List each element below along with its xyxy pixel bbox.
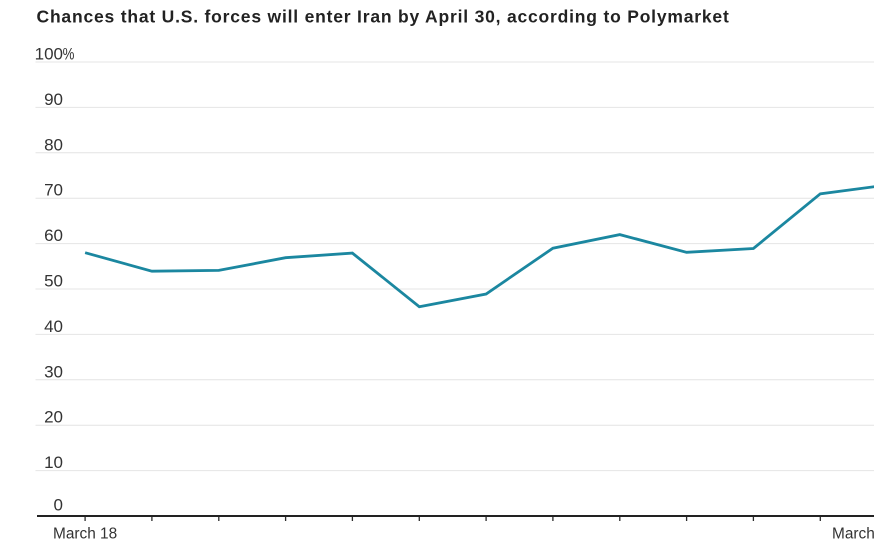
svg-text:90: 90: [44, 90, 63, 109]
svg-text:100: 100: [35, 45, 63, 64]
svg-text:60: 60: [44, 226, 63, 245]
svg-text:20: 20: [44, 408, 63, 427]
svg-text:%: %: [63, 45, 75, 64]
svg-text:10: 10: [44, 453, 63, 472]
svg-text:March 30: March 30: [832, 526, 874, 543]
svg-text:Chances that U.S. forces will: Chances that U.S. forces will enter Iran…: [37, 7, 730, 27]
svg-text:80: 80: [44, 135, 63, 154]
svg-text:70: 70: [44, 181, 63, 200]
svg-text:30: 30: [44, 362, 63, 381]
svg-text:0: 0: [54, 496, 63, 515]
svg-text:50: 50: [44, 272, 63, 291]
svg-text:March 18: March 18: [53, 526, 117, 543]
svg-text:40: 40: [44, 317, 63, 336]
